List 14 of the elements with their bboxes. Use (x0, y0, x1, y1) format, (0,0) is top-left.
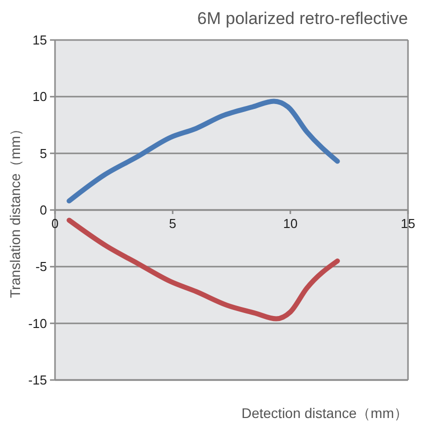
x-tick-label: 10 (283, 216, 298, 231)
y-tick-label: 15 (32, 32, 47, 48)
y-tick-label: -15 (28, 372, 47, 388)
x-axis-title: Detection distance（mm） (241, 405, 408, 421)
y-tick-label: 0 (40, 202, 47, 218)
chart-title: 6M polarized retro-reflective (197, 9, 408, 28)
x-tick-label: 15 (400, 216, 416, 231)
y-axis-title: Translation distance（mm） (7, 122, 23, 298)
y-tick-label: 5 (40, 146, 47, 161)
y-tick-label: -10 (28, 316, 47, 331)
x-tick-label: 5 (169, 216, 176, 231)
x-tick-label: 0 (51, 216, 59, 231)
y-tick-label: -5 (35, 259, 47, 274)
y-tick-label: 10 (32, 89, 47, 104)
